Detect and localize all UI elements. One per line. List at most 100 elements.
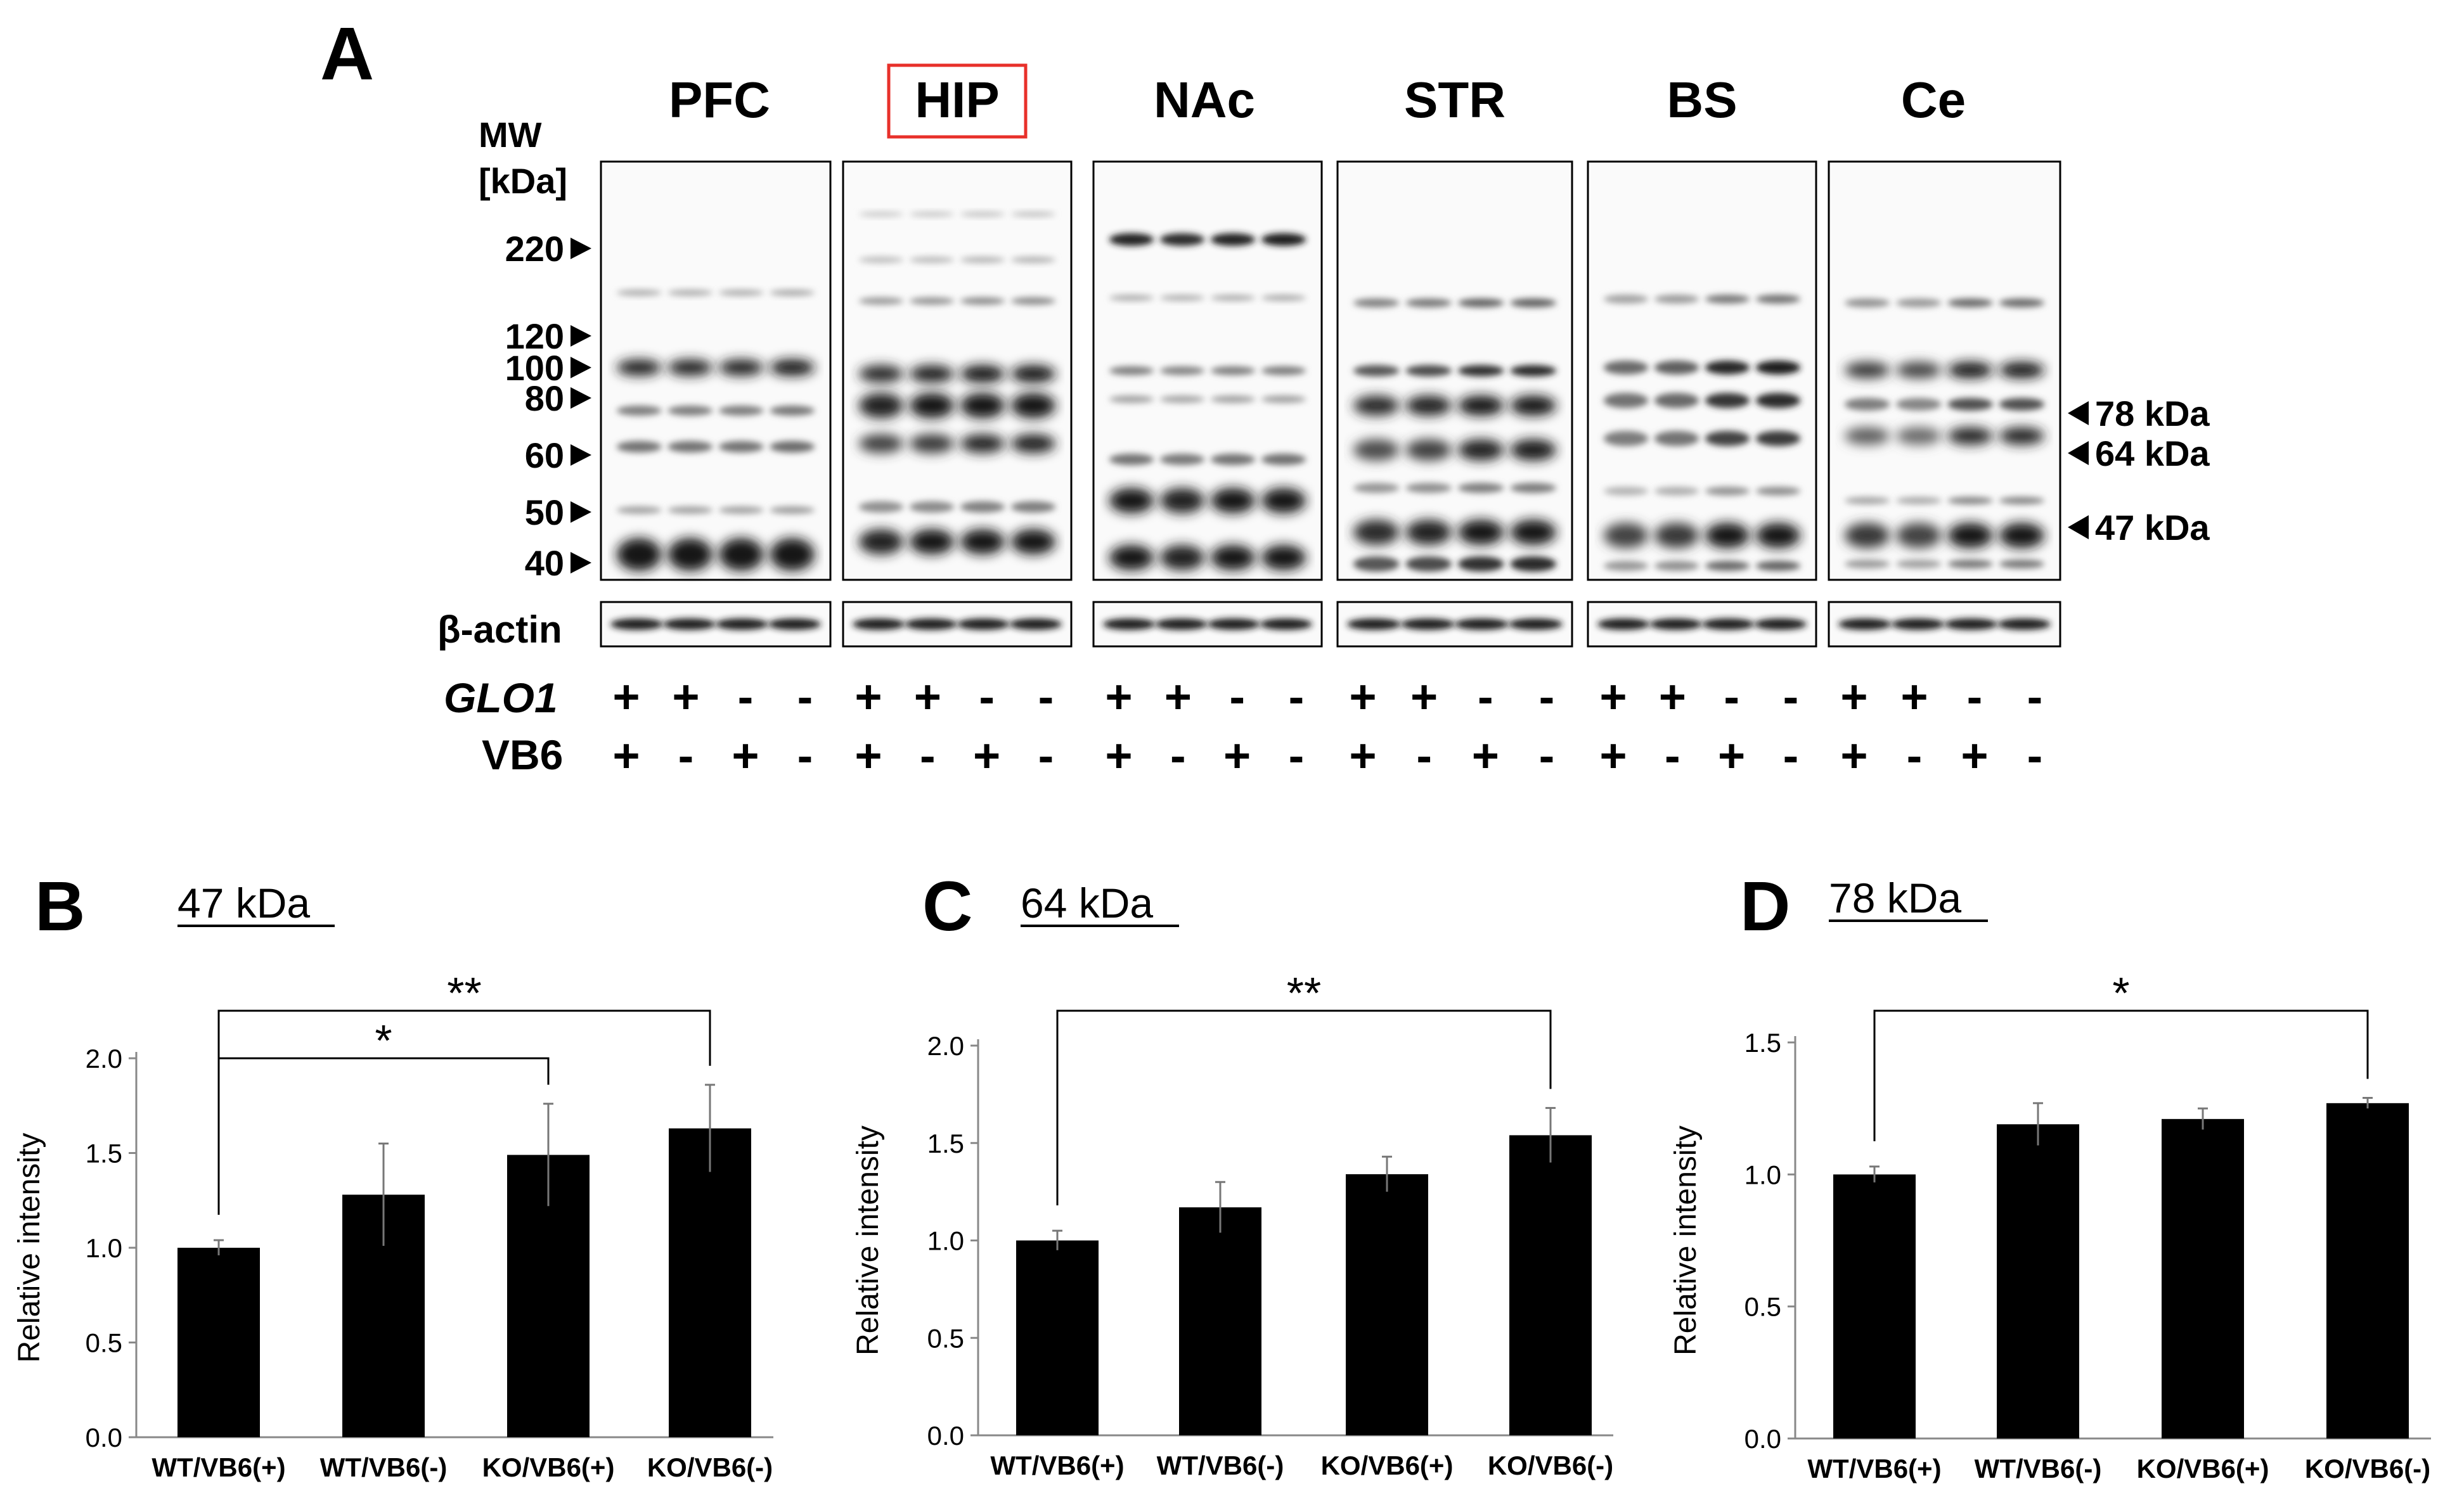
blot-panel: [1587, 160, 1817, 581]
blot-band: [1261, 295, 1306, 301]
blot-band: [1210, 366, 1256, 375]
blot-band: [1109, 454, 1154, 465]
blot-band: [718, 406, 764, 416]
blot-band: [1947, 398, 1993, 411]
blot-band: [1210, 454, 1256, 465]
blot-band: [1210, 395, 1256, 403]
glo1-sign: -: [797, 670, 813, 723]
actin-frame: [1336, 601, 1573, 648]
vb6-sign: +: [1599, 729, 1627, 782]
y-tick-label: 1.0: [927, 1226, 964, 1256]
blot-band: [1010, 257, 1056, 263]
y-tick-label: 2.0: [86, 1044, 122, 1073]
actin-band: [768, 618, 821, 630]
vb6-sign: -: [1416, 729, 1432, 782]
glo1-sign: -: [1967, 670, 1983, 723]
blot-band: [909, 365, 955, 383]
blot-band: [1755, 561, 1801, 571]
region-title: Ce: [1901, 72, 1966, 128]
glo1-sign: +: [1840, 670, 1867, 723]
glo1-sign: +: [612, 670, 640, 723]
region-title: PFC: [669, 72, 770, 128]
mw-marker-arrow: [571, 444, 591, 466]
glo1-sign: +: [672, 670, 699, 723]
blot-band: [1109, 488, 1154, 513]
blot-band: [1999, 362, 2045, 378]
y-tick-label: 0.5: [927, 1323, 964, 1353]
vb6-sign: -: [1665, 729, 1680, 782]
blot-band: [960, 393, 1005, 418]
y-axis-label: Relative intensity: [851, 1125, 885, 1355]
blot-band: [1210, 295, 1256, 301]
actin-band: [1208, 618, 1260, 630]
blot-band: [1261, 488, 1306, 513]
region-highlight-box: [887, 63, 1028, 139]
actin-band: [1401, 618, 1455, 630]
vb6-sign: +: [612, 729, 640, 782]
blot-band: [858, 257, 904, 263]
vb6-sign: +: [1961, 729, 1988, 782]
actin-band: [957, 618, 1010, 630]
blot-band: [1405, 439, 1452, 461]
mw-marker-arrow: [571, 325, 591, 347]
blot-group: [600, 160, 2061, 581]
mw-marker-label: 40: [525, 543, 564, 583]
blot-band: [909, 257, 955, 263]
blot-band: [1510, 365, 1557, 376]
category-label: KO/VB6(-): [647, 1452, 773, 1482]
blot-band: [1405, 556, 1452, 572]
blot-band: [1457, 483, 1504, 493]
glo1-sign: -: [1724, 670, 1739, 723]
region-title: BS: [1667, 72, 1737, 128]
blot-band: [1654, 361, 1699, 375]
panel-letter: D: [1740, 868, 1790, 945]
blot-band: [1947, 497, 1993, 504]
blot-band: [667, 406, 713, 416]
glo1-sign: +: [854, 670, 882, 723]
blot-band: [1654, 487, 1699, 496]
glo1-sign: +: [1105, 670, 1132, 723]
y-tick-label: 1.5: [1744, 1028, 1781, 1058]
blot-band: [616, 538, 662, 571]
blot-band: [1353, 483, 1400, 493]
blot-band: [1261, 366, 1306, 375]
blot-band: [1010, 297, 1056, 305]
blot-band: [1603, 523, 1649, 548]
blot-band: [1896, 560, 1942, 568]
blot-band: [667, 359, 713, 376]
blot-band: [1510, 439, 1557, 461]
chart-panel-c: C 64 kDa Relative intensity 0.0 0.5 1.0 1.5 2.0…: [851, 868, 1613, 1480]
blot-band: [1510, 556, 1557, 572]
blot-band: [718, 290, 764, 296]
blot-band: [1159, 395, 1205, 403]
glo1-sign: -: [738, 670, 754, 723]
blot-band: [1510, 520, 1557, 545]
blot-band: [909, 529, 955, 554]
vb6-sign: +: [1223, 729, 1251, 782]
blot-band: [1705, 523, 1750, 548]
y-tick-label: 2.0: [927, 1031, 964, 1061]
blot-band: [858, 393, 904, 418]
significance-bracket: [217, 1057, 550, 1215]
y-tick-label: 0.5: [1744, 1292, 1781, 1322]
actin-band: [1597, 618, 1650, 630]
y-tick-label: 0.5: [86, 1328, 122, 1358]
glo1-sign: +: [1410, 670, 1438, 723]
blot-band: [1159, 295, 1205, 301]
genotype-label: GLO1: [444, 674, 558, 721]
actin-band: [1944, 618, 1998, 630]
actin-band: [1754, 618, 1807, 630]
blot-band: [1705, 361, 1750, 375]
category-label: WT/VB6(-): [1157, 1451, 1284, 1480]
mw-unit-label: [kDa]: [479, 161, 567, 201]
actin-band: [905, 618, 957, 630]
chart-title: 64 kDa: [1021, 880, 1153, 926]
blot-band: [1603, 487, 1649, 496]
glo1-sign: +: [1900, 670, 1928, 723]
blot-band: [1896, 398, 1942, 411]
vb6-sign: -: [1783, 729, 1799, 782]
blot-band: [960, 257, 1005, 263]
actin-frame: [1587, 601, 1817, 648]
